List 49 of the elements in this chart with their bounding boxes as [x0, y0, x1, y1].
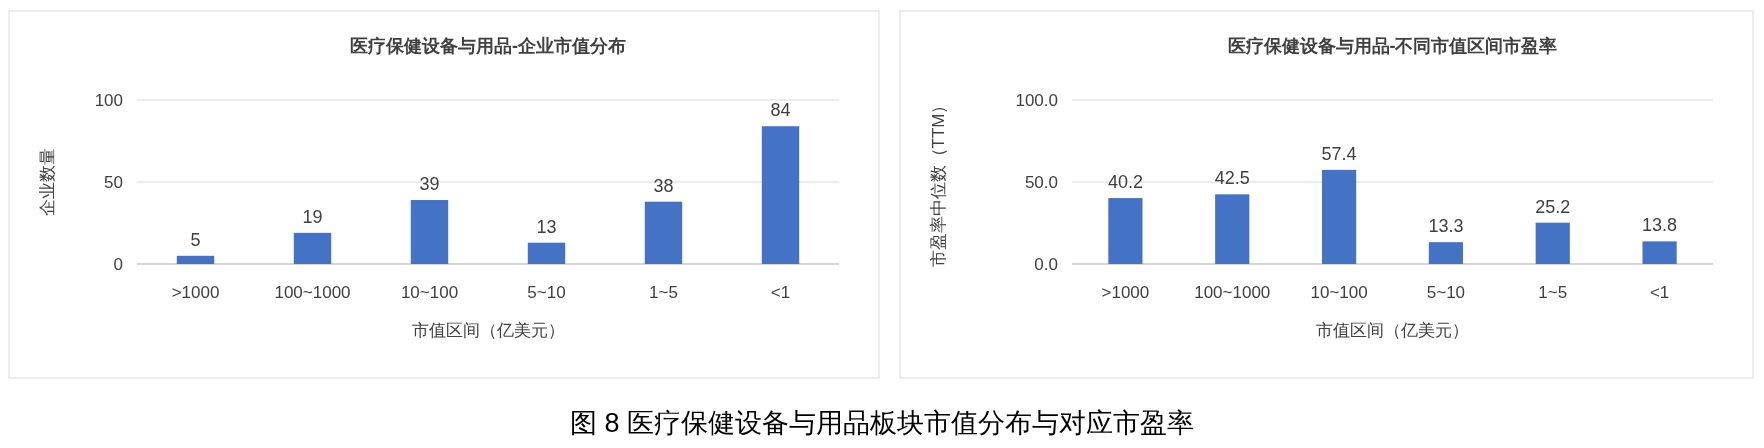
x-tick-label: 1~5	[649, 283, 678, 302]
data-label: 57.4	[1321, 143, 1357, 164]
x-tick-label: 100~1000	[1194, 283, 1271, 302]
data-label: 13.3	[1428, 216, 1464, 237]
bar	[1535, 222, 1570, 264]
bar	[410, 200, 449, 264]
bar	[176, 255, 215, 264]
x-axis-title: 市值区间（亿美元）	[411, 321, 565, 340]
x-tick-label: 10~100	[1310, 283, 1368, 302]
data-label: 40.2	[1107, 172, 1143, 193]
data-label: 19	[302, 206, 323, 227]
y-tick-label: 0.0	[1034, 255, 1058, 274]
y-tick-label: 100	[94, 91, 123, 110]
data-label: 25.2	[1535, 196, 1571, 217]
x-tick-label: 1~5	[1538, 283, 1568, 302]
x-tick-label: <1	[1649, 283, 1670, 302]
x-tick-label: 10~100	[400, 283, 459, 302]
bar	[293, 232, 332, 264]
chart-title: 医疗保健设备与用品-不同市值区间市盈率	[1227, 36, 1558, 56]
x-tick-label: 5~10	[1426, 283, 1466, 302]
caption: 图 8 医疗保健设备与用品板块市值分布与对应市盈率	[569, 408, 1195, 438]
x-tick-label: >1000	[171, 283, 220, 302]
y-axis-title: 企业数量	[38, 148, 57, 216]
bar	[1428, 242, 1464, 264]
x-tick-label: >1000	[1101, 283, 1150, 302]
x-tick-label: 100~1000	[274, 283, 351, 302]
bar	[761, 126, 800, 264]
x-axis-title: 市值区间（亿美元）	[1316, 321, 1469, 340]
bar	[1642, 241, 1677, 264]
bar	[527, 242, 566, 264]
data-label: 39	[419, 174, 440, 195]
y-tick-label: 0	[113, 255, 123, 274]
x-tick-label: 5~10	[527, 283, 566, 302]
y-tick-label: 50	[104, 173, 123, 192]
data-label: 38	[653, 175, 674, 196]
x-tick-label: <1	[770, 283, 791, 302]
data-label: 13.8	[1642, 215, 1678, 236]
bar	[644, 201, 683, 264]
data-label: 84	[770, 100, 791, 121]
bar	[1215, 194, 1250, 264]
data-label: 42.5	[1214, 168, 1250, 189]
data-label: 13	[536, 216, 557, 237]
bar	[1108, 198, 1143, 264]
chart-title: 医疗保健设备与用品-企业市值分布	[350, 36, 626, 56]
y-tick-label: 50.0	[1024, 173, 1058, 192]
y-axis-title: 市盈率中位数（TTM）	[929, 96, 948, 268]
bar	[1321, 169, 1357, 264]
y-tick-label: 100.0	[1015, 91, 1058, 110]
data-label: 5	[190, 229, 201, 250]
